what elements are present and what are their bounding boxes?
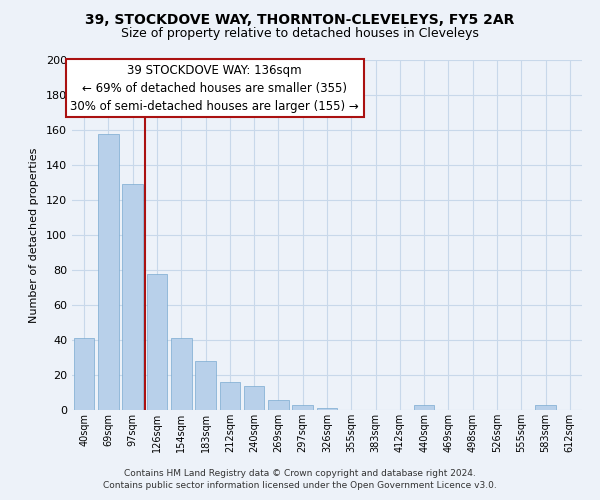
Text: 39 STOCKDOVE WAY: 136sqm
← 69% of detached houses are smaller (355)
30% of semi-: 39 STOCKDOVE WAY: 136sqm ← 69% of detach… <box>70 64 359 112</box>
Bar <box>122 184 143 410</box>
Bar <box>220 382 240 410</box>
Bar <box>74 338 94 410</box>
Bar <box>414 405 434 410</box>
Bar <box>195 361 216 410</box>
Bar <box>146 274 167 410</box>
Bar <box>317 408 337 410</box>
Bar <box>292 405 313 410</box>
Bar <box>268 400 289 410</box>
Y-axis label: Number of detached properties: Number of detached properties <box>29 148 39 322</box>
Text: Size of property relative to detached houses in Cleveleys: Size of property relative to detached ho… <box>121 28 479 40</box>
Text: Contains HM Land Registry data © Crown copyright and database right 2024.
Contai: Contains HM Land Registry data © Crown c… <box>103 468 497 490</box>
Bar <box>171 338 191 410</box>
Bar <box>98 134 119 410</box>
Bar <box>244 386 265 410</box>
Text: 39, STOCKDOVE WAY, THORNTON-CLEVELEYS, FY5 2AR: 39, STOCKDOVE WAY, THORNTON-CLEVELEYS, F… <box>85 12 515 26</box>
Bar <box>535 405 556 410</box>
